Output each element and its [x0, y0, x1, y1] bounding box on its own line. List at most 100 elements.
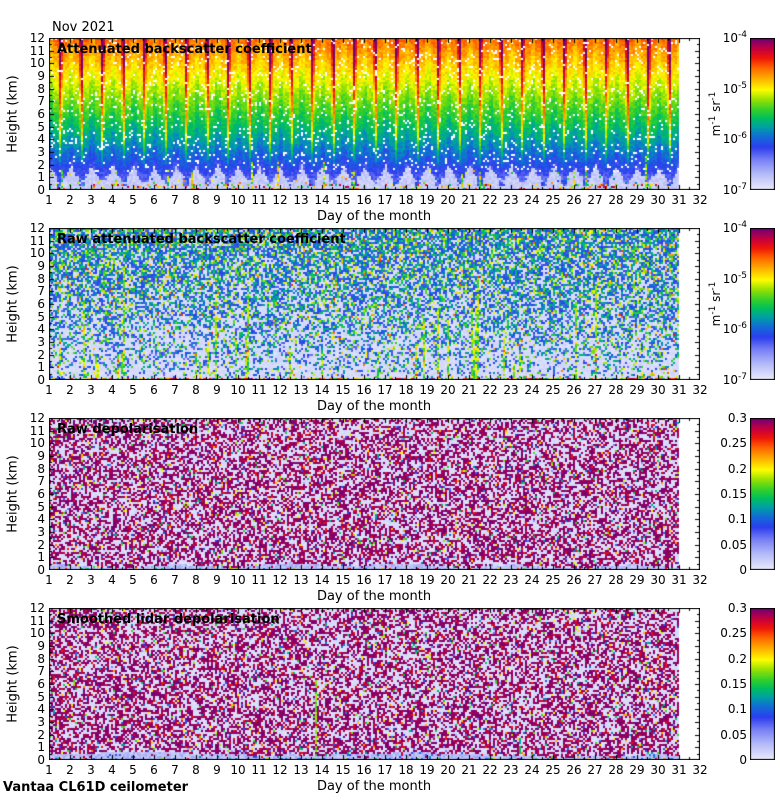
x-tick-label: 15	[335, 193, 351, 207]
y-tick-label: 10	[29, 246, 45, 261]
x-tick-label: 11	[251, 763, 267, 777]
x-tick-label: 27	[587, 383, 603, 397]
x-tick-label: 15	[335, 763, 351, 777]
x-tick-label: 4	[108, 573, 116, 587]
x-tick-label: 32	[692, 193, 708, 207]
x-tick-label: 28	[608, 193, 624, 207]
x-tick-label: 18	[398, 763, 414, 777]
colorbar-tick-label: 0.15	[720, 677, 747, 691]
colorbar-tick-label: 0.1	[727, 512, 747, 527]
y-tick-label: 3	[37, 335, 45, 349]
x-tick-label: 6	[150, 763, 158, 777]
x-tick-label: 12	[272, 573, 288, 587]
x-tick-label: 17	[377, 573, 393, 587]
colorbar-canvas	[750, 38, 775, 190]
x-tick-label: 7	[171, 193, 179, 207]
y-tick-label: 2	[37, 727, 45, 742]
y-tick-label: 6	[37, 487, 45, 501]
y-tick-label: 7	[37, 664, 45, 679]
y-tick-label: 4	[37, 702, 45, 717]
unit-part: -1	[708, 305, 718, 315]
x-tick-label: 30	[650, 193, 666, 207]
y-tick-label: 7	[37, 474, 45, 489]
x-tick-label: 22	[482, 763, 498, 777]
colorbar-tick-label: 0.25	[720, 626, 747, 641]
y-tick-label: 10	[29, 56, 45, 71]
x-tick-label: 13	[293, 573, 309, 587]
x-tick-label: 9	[213, 383, 221, 397]
panel-raw-backscatter: Height (km) 0 1 2 3 4 5 6 7 8 9 10 11 12 Raw attenua…	[0, 221, 780, 418]
y-tick-label: 4	[37, 132, 45, 147]
x-tick-label: 19	[419, 763, 435, 777]
x-tick-label: 27	[587, 763, 603, 777]
x-tick-label: 21	[461, 573, 477, 587]
x-tick-label: 27	[587, 193, 603, 207]
x-tick-label: 30	[650, 763, 666, 777]
y-tick-label: 9	[37, 259, 45, 273]
x-tick-label: 31	[671, 573, 687, 587]
y-tick-label: 5	[37, 119, 45, 134]
x-tick-label: 29	[629, 763, 645, 777]
x-tick-label: 22	[482, 573, 498, 587]
x-tick-label: 10	[230, 383, 246, 397]
x-tick-label: 8	[192, 763, 200, 777]
x-tick-label: 12	[272, 383, 288, 397]
colorbar-tick-label: 10-7	[722, 182, 747, 198]
y-tick-label: 8	[37, 81, 45, 96]
x-tick-label: 17	[377, 763, 393, 777]
x-tick-label: 14	[314, 763, 330, 777]
exponent: -4	[738, 220, 747, 230]
x-tick-label: 7	[171, 573, 179, 587]
panel-title: Smoothed lidar depolarisation	[57, 612, 280, 627]
y-tick-label: 10	[29, 436, 45, 451]
colorbar-tick-label: 10-4	[722, 220, 747, 236]
panel-title: Attenuated backscatter coefficient	[57, 42, 312, 57]
x-tick-label: 9	[213, 193, 221, 207]
colorbar-canvas	[750, 228, 775, 380]
x-tick-label: 16	[356, 383, 372, 397]
colorbar-tick-label: 0.3	[727, 601, 747, 615]
exponent: -4	[738, 30, 747, 40]
x-tick-label: 9	[213, 763, 221, 777]
x-tick-label: 26	[566, 193, 582, 207]
x-tick-label: 14	[314, 193, 330, 207]
x-tick-label: 5	[129, 573, 137, 587]
x-tick-label: 19	[419, 573, 435, 587]
panel-attenuated-backscatter: Height (km) 0 1 2 3 4 5 6 7 8 9 10 11 12 Attenuated …	[0, 31, 780, 228]
x-tick-label: 1	[45, 763, 53, 777]
y-tick-label: 12	[29, 411, 45, 425]
colorbar-canvas	[750, 608, 775, 760]
colorbar-tick-label: 10-7	[722, 372, 747, 388]
exponent: -5	[738, 270, 747, 281]
x-tick-label: 7	[171, 763, 179, 777]
heatmap-canvas	[49, 608, 700, 760]
colorbar-tick-label: 0	[739, 753, 747, 767]
x-tick-label: 13	[293, 383, 309, 397]
x-axis-label: Day of the month	[316, 399, 432, 414]
x-tick-label: 2	[66, 573, 74, 587]
x-tick-label: 16	[356, 193, 372, 207]
x-tick-label: 13	[293, 763, 309, 777]
panel-title: Raw depolarisation	[57, 422, 199, 437]
y-tick-label: 3	[37, 145, 45, 159]
x-tick-label: 26	[566, 573, 582, 587]
y-tick-label: 12	[29, 31, 45, 45]
x-tick-label: 29	[629, 573, 645, 587]
x-tick-label: 2	[66, 383, 74, 397]
x-tick-label: 22	[482, 193, 498, 207]
x-tick-label: 2	[66, 763, 74, 777]
colorbar-unit-label: m-1 sr-1	[708, 92, 723, 137]
x-tick-label: 6	[150, 383, 158, 397]
unit-part: -1	[708, 281, 718, 291]
x-tick-label: 8	[192, 573, 200, 587]
x-tick-label: 15	[335, 383, 351, 397]
y-tick-label: 1	[37, 550, 45, 565]
x-tick-label: 18	[398, 573, 414, 587]
x-tick-label: 31	[671, 193, 687, 207]
y-tick-label: 9	[37, 639, 45, 653]
x-tick-label: 3	[87, 383, 95, 397]
x-tick-label: 16	[356, 573, 372, 587]
heatmap-canvas	[49, 38, 700, 190]
y-tick-label: 0	[37, 753, 45, 767]
panel-title: Raw attenuated backscatter coefficient	[57, 232, 346, 247]
